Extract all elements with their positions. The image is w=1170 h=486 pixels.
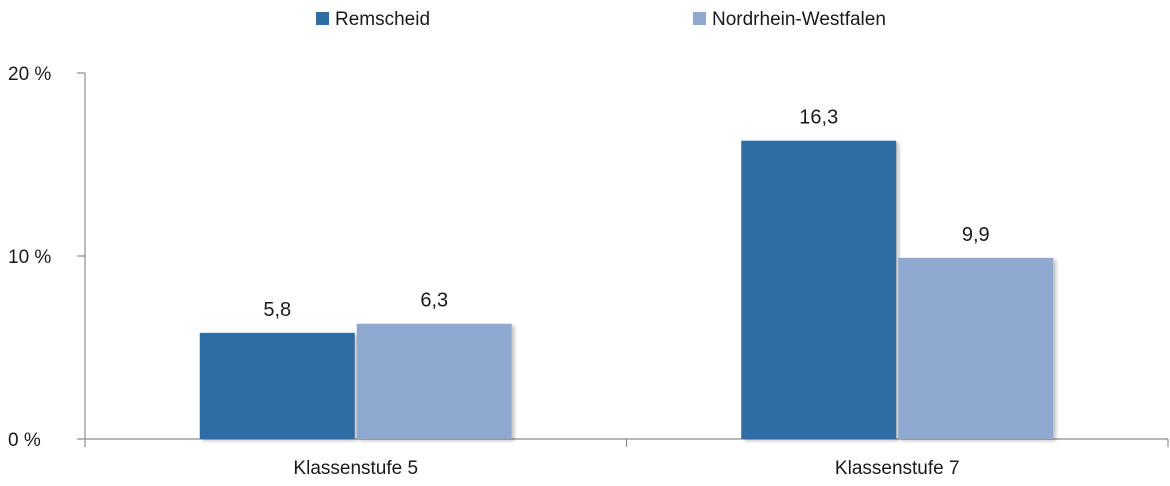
x-category-label: Klassenstufe 5 <box>293 458 418 479</box>
category-labels: Klassenstufe 5 Klassenstufe 7 <box>293 458 959 479</box>
bar-nrw-1 <box>356 323 512 439</box>
bar-remscheid-1 <box>199 332 355 439</box>
bar-nrw-2 <box>898 257 1054 439</box>
value-labels: 5,8 6,3 16,3 9,9 <box>263 107 989 321</box>
bar-remscheid-2 <box>741 140 897 439</box>
y-axis-ticks: 0 % 10 % 20 % <box>8 64 85 451</box>
y-tick-label: 20 % <box>8 64 51 85</box>
data-label-nrw-1: 6,3 <box>420 290 448 312</box>
x-axis-ticks <box>84 439 1169 447</box>
legend-swatch-remscheid <box>316 12 329 25</box>
data-label-remscheid-2: 16,3 <box>799 107 838 129</box>
legend: Remscheid Nordrhein-Westfalen <box>316 9 886 30</box>
data-label-remscheid-1: 5,8 <box>263 299 291 321</box>
y-tick-label: 0 % <box>8 430 41 451</box>
legend-swatch-nrw <box>693 12 706 25</box>
legend-label-nrw: Nordrhein-Westfalen <box>712 9 886 30</box>
y-tick-label: 10 % <box>8 247 51 268</box>
data-label-nrw-2: 9,9 <box>962 224 990 246</box>
legend-label-remscheid: Remscheid <box>335 9 430 30</box>
bars <box>199 140 1054 439</box>
x-category-label: Klassenstufe 7 <box>835 458 960 479</box>
